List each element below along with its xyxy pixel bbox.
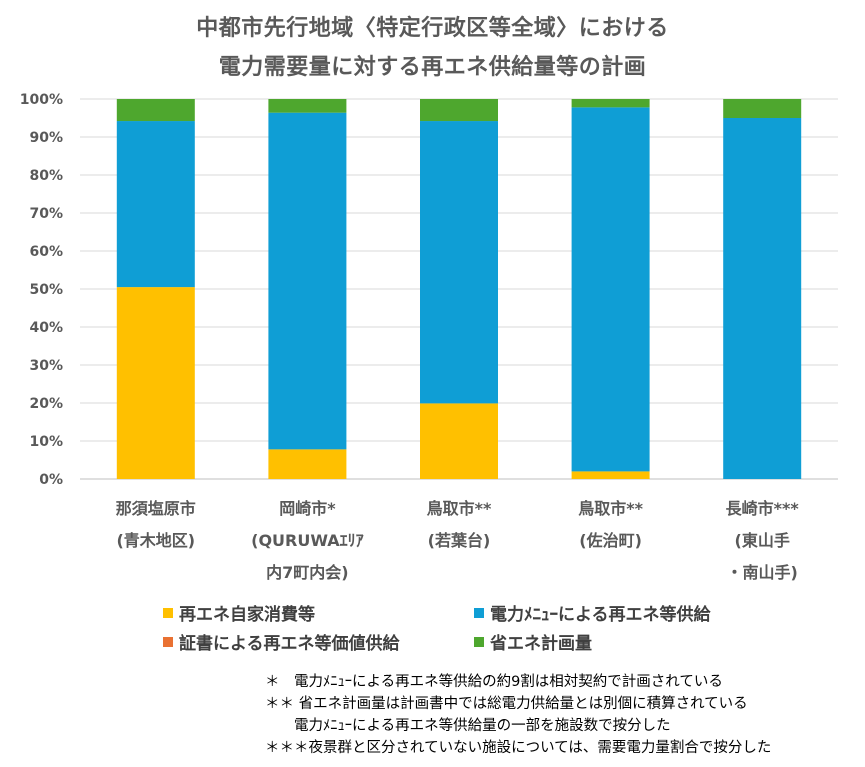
- bar-segment: [420, 403, 498, 479]
- y-tick-label: 100%: [20, 92, 63, 108]
- legend-swatch: [163, 636, 173, 647]
- x-tick-label: (QURUWAｴﾘｱ: [251, 531, 364, 550]
- x-tick-label: (青木地区): [116, 531, 195, 550]
- bar-segment: [723, 118, 802, 479]
- bar-segment: [420, 99, 498, 122]
- bar-segment: [116, 99, 195, 122]
- legend-swatch: [163, 607, 173, 618]
- bar-segment: [420, 121, 498, 404]
- y-tick-label: 40%: [29, 320, 63, 336]
- y-tick-label: 90%: [29, 130, 63, 146]
- legend-label: 電力ﾒﾆｭｰによる再エネ等供給: [490, 605, 711, 625]
- legend-item-energy-saving: 省エネ計画量: [474, 629, 592, 654]
- bar-segment: [571, 107, 650, 472]
- x-tick-label: 鳥取市**: [427, 499, 492, 518]
- y-tick-label: 80%: [29, 168, 63, 184]
- footnote-3: 電力ﾒﾆｭｰによる再エネ等供給量の一部を施設数で按分した: [265, 718, 671, 734]
- legend-item-self-consumption: 再エネ自家消費等: [163, 600, 315, 625]
- legend-swatch: [474, 636, 484, 647]
- x-tick-label: 内7町内会): [266, 563, 348, 582]
- bar-segment: [723, 99, 802, 118]
- bar-segment: [268, 112, 347, 450]
- legend-item-power-menu: 電力ﾒﾆｭｰによる再エネ等供給: [474, 600, 711, 625]
- x-tick-label: 鳥取市**: [578, 499, 643, 518]
- footnote-2: ＊＊ 省エネ計画量は計画書中では総電力供給量とは別個に積算されている: [265, 696, 748, 712]
- legend-label: 省エネ計画量: [490, 634, 592, 654]
- y-tick-label: 10%: [29, 434, 63, 450]
- legend-swatch: [474, 607, 484, 618]
- x-tick-label: 長崎市***: [726, 499, 800, 518]
- x-tick-label: (佐治町): [579, 531, 642, 550]
- y-tick-label: 70%: [29, 206, 63, 222]
- bar-segment: [116, 121, 195, 288]
- bar-segment: [116, 287, 195, 479]
- y-tick-label: 30%: [29, 358, 63, 374]
- x-tick-label: 岡崎市*: [279, 499, 336, 518]
- chart-title-line2: 電力需要量に対する再エネ供給量等の計画: [218, 55, 647, 80]
- bar-segment: [268, 449, 347, 479]
- legend-item-certificate: 証書による再エネ等価値供給: [163, 629, 400, 654]
- legend-label: 証書による再エネ等価値供給: [179, 634, 400, 654]
- legend-label: 再エネ自家消費等: [179, 605, 315, 625]
- x-tick-label: (東山手: [735, 531, 790, 550]
- bar-segment: [571, 471, 650, 479]
- footnote-1: ＊ 電力ﾒﾆｭｰによる再エネ等供給の約9割は相対契約で計画されている: [265, 674, 723, 690]
- chart-title-line1: 中都市先行地域〈特定行政区等全域〉における: [196, 16, 669, 41]
- y-tick-label: 50%: [29, 282, 63, 298]
- x-tick-label: (若葉台): [428, 531, 491, 550]
- y-tick-label: 20%: [29, 396, 63, 412]
- x-tick-label: ・南山手): [727, 563, 798, 582]
- stacked-bar-chart: 0% 10% 20% 30% 40% 50% 60% 70% 80% 90% 100% 那須塩原市 (青…: [20, 92, 838, 582]
- bar-segment: [268, 99, 347, 113]
- x-tick-label: 那須塩原市: [116, 499, 196, 518]
- y-tick-label: 0%: [39, 472, 63, 488]
- y-tick-label: 60%: [29, 244, 63, 260]
- footnote-4: ＊＊＊夜景群と区分されていない施設については、需要電力量割合で按分した: [265, 740, 772, 756]
- bar-segment: [571, 99, 650, 108]
